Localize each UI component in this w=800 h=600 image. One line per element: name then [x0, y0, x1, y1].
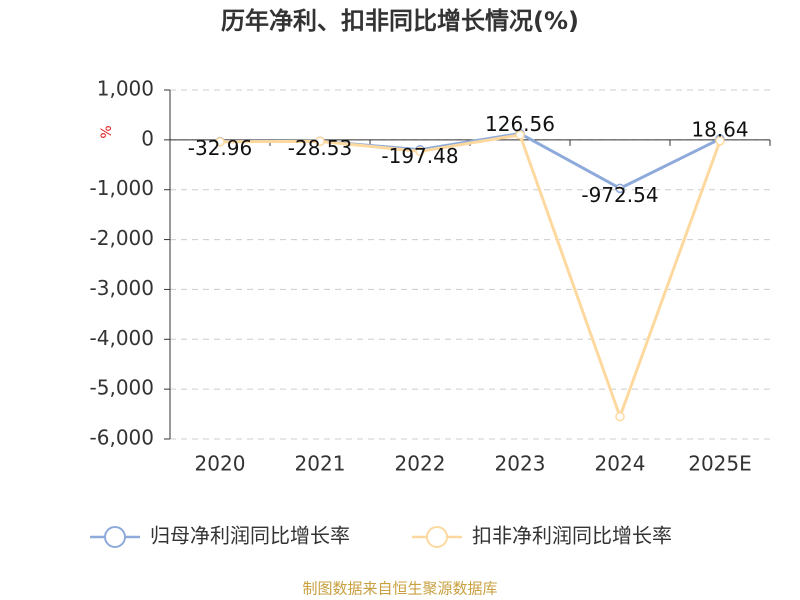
point [715, 136, 725, 146]
y-axis-label: % [99, 125, 115, 138]
data-label: -32.96 [188, 136, 252, 160]
data-label: -197.48 [381, 144, 458, 168]
point [615, 183, 625, 194]
point [315, 136, 325, 147]
x-tick-label: 2025E [688, 452, 752, 476]
legend-marker [426, 526, 448, 548]
legend-label: 归母净利润同比增长率 [150, 524, 350, 548]
y-tick-label: -1,000 [90, 176, 154, 200]
y-tick-label: -6,000 [90, 426, 154, 450]
x-tick-label: 2023 [495, 452, 546, 476]
point [515, 130, 525, 140]
chart-title: 历年净利、扣非同比增长情况(%) [221, 7, 579, 35]
y-tick-label: 1,000 [97, 77, 154, 101]
data-label: -972.54 [581, 183, 658, 207]
data-label: 126.56 [485, 112, 555, 136]
point [415, 146, 425, 157]
y-tick-label: -5,000 [90, 376, 154, 400]
data-label: 18.64 [691, 117, 748, 141]
y-tick-label: 0 [141, 126, 154, 150]
y-tick-label: -3,000 [90, 276, 154, 300]
x-tick-label: 2022 [395, 452, 446, 476]
y-tick-label: -2,000 [90, 226, 154, 250]
x-tick-label: 2024 [595, 452, 646, 476]
source-note: 制图数据来自恒生聚源数据库 [302, 580, 497, 598]
data-label: -28.53 [288, 136, 352, 160]
point [615, 411, 625, 422]
point [215, 137, 225, 147]
legend-label: 扣非净利润同比增长率 [472, 524, 672, 548]
series-line [219, 133, 722, 422]
legend-marker [104, 526, 126, 548]
y-tick-label: -4,000 [90, 326, 154, 350]
x-tick-label: 2021 [295, 452, 346, 476]
x-tick-label: 2020 [195, 452, 246, 476]
